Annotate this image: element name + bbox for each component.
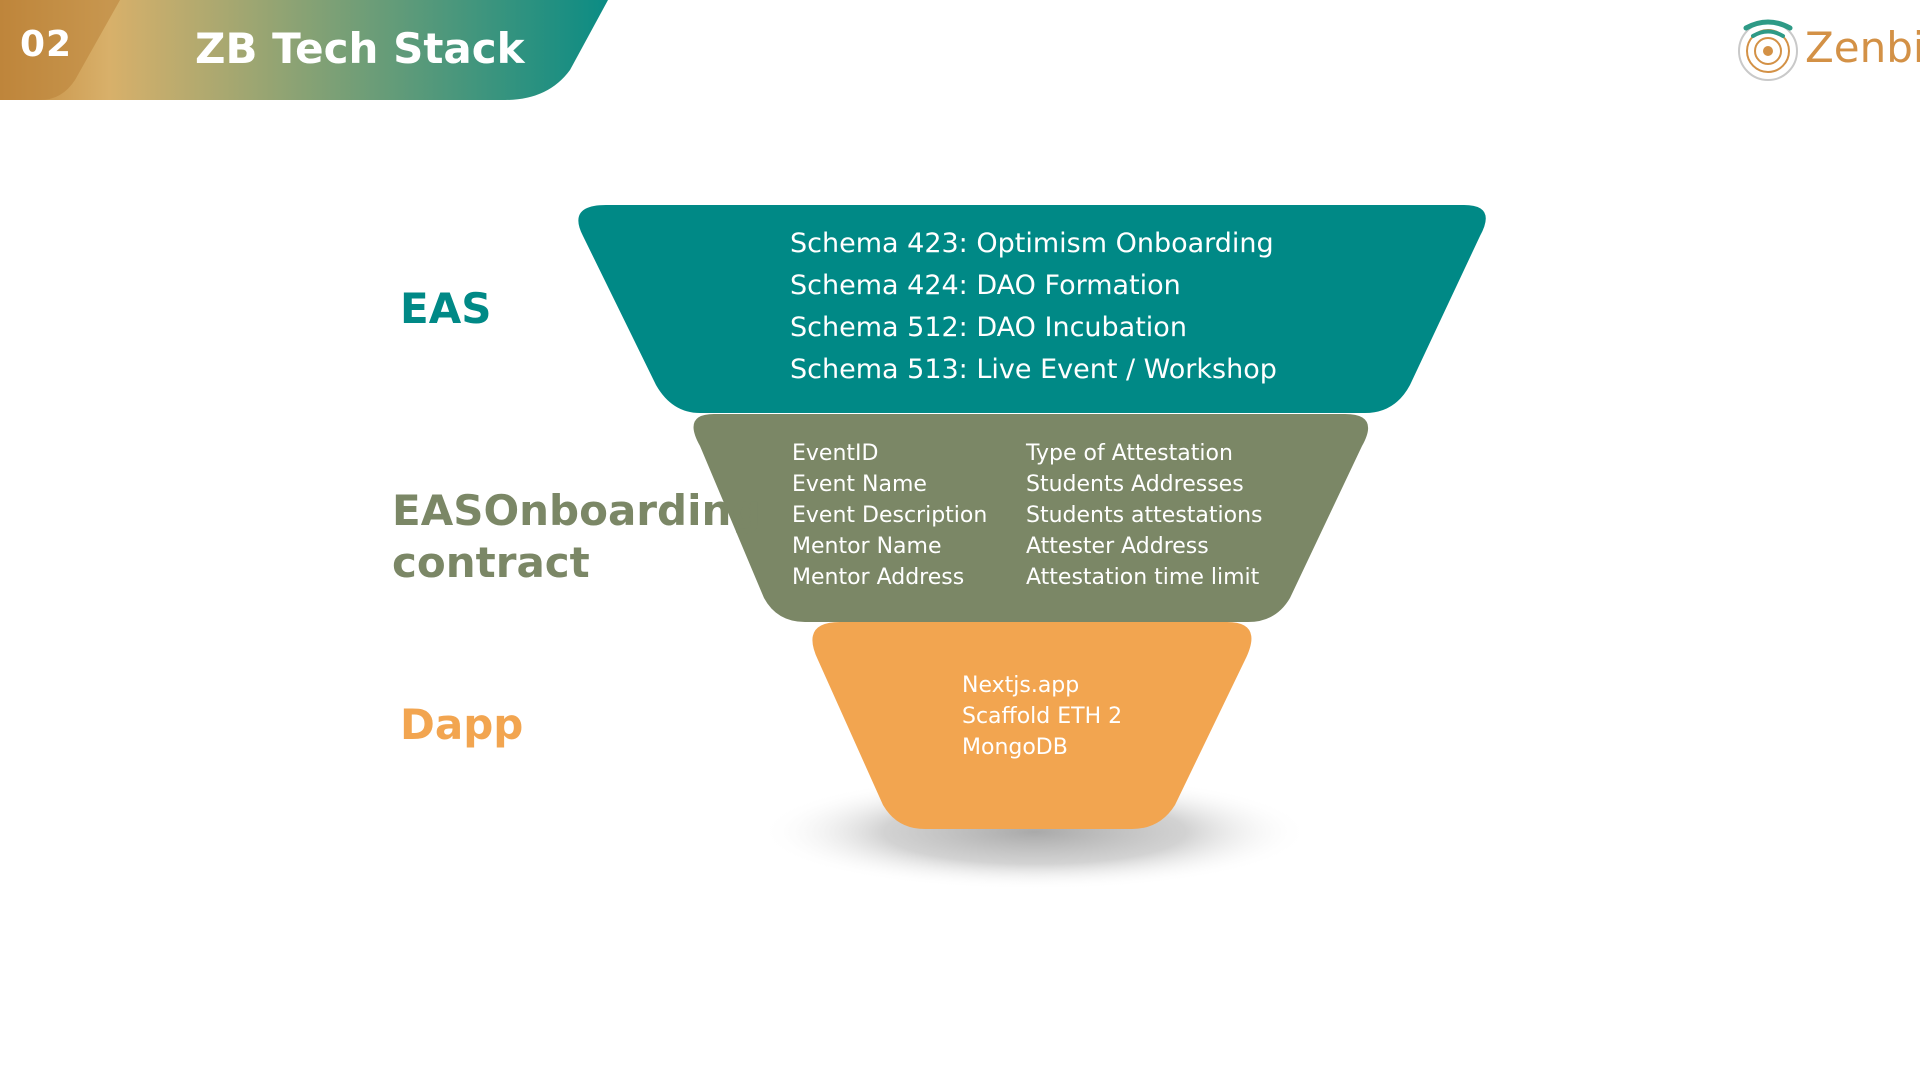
zenbit-logo-icon: [1738, 19, 1798, 81]
eas-label: EAS: [400, 284, 492, 333]
dapp-layer-shape: [812, 622, 1252, 829]
header-number-tab: [0, 0, 120, 100]
header-banner: [0, 0, 608, 100]
contract-field-item: Type of Attestation: [1026, 441, 1233, 466]
page-title: ZB Tech Stack: [195, 24, 525, 73]
contract-field-item: Students Addresses: [1026, 472, 1244, 497]
eas-schema-list: Schema 423: Optimism Onboarding Schema 4…: [790, 223, 1277, 391]
contract-field-item: Event Description: [792, 503, 988, 528]
eas-layer-shape: [578, 205, 1486, 413]
contract-layer-shape: [693, 414, 1369, 622]
dapp-tech-item: Nextjs.app: [962, 673, 1080, 698]
dapp-label: Dapp: [400, 700, 524, 749]
eas-schema-item: Schema 513: Live Event / Workshop: [790, 354, 1277, 385]
contract-fields-right: Type of Attestation Students Addresses S…: [1026, 438, 1263, 593]
contract-field-item: Students attestations: [1026, 503, 1263, 528]
logo-text: Zenbit: [1805, 23, 1920, 72]
contract-label: EASOnboarding contract: [392, 485, 762, 589]
contract-label-line1: EASOnboarding: [392, 486, 762, 535]
contract-label-line2: contract: [392, 538, 590, 587]
eas-schema-item: Schema 512: DAO Incubation: [790, 312, 1187, 343]
eas-schema-item: Schema 424: DAO Formation: [790, 270, 1181, 301]
dapp-tech-item: Scaffold ETH 2: [962, 704, 1123, 729]
section-number: 02: [20, 24, 73, 65]
contract-field-item: Mentor Address: [792, 565, 965, 590]
eas-schema-item: Schema 423: Optimism Onboarding: [790, 228, 1274, 259]
contract-field-item: Mentor Name: [792, 534, 942, 559]
dapp-tech-item: MongoDB: [962, 735, 1068, 760]
contract-field-item: Event Name: [792, 472, 927, 497]
contract-field-item: Attester Address: [1026, 534, 1209, 559]
contract-field-item: Attestation time limit: [1026, 565, 1260, 590]
contract-fields-left: EventID Event Name Event Description Men…: [792, 438, 987, 593]
contract-field-item: EventID: [792, 441, 879, 466]
dapp-tech-list: Nextjs.app Scaffold ETH 2 MongoDB: [962, 670, 1122, 763]
